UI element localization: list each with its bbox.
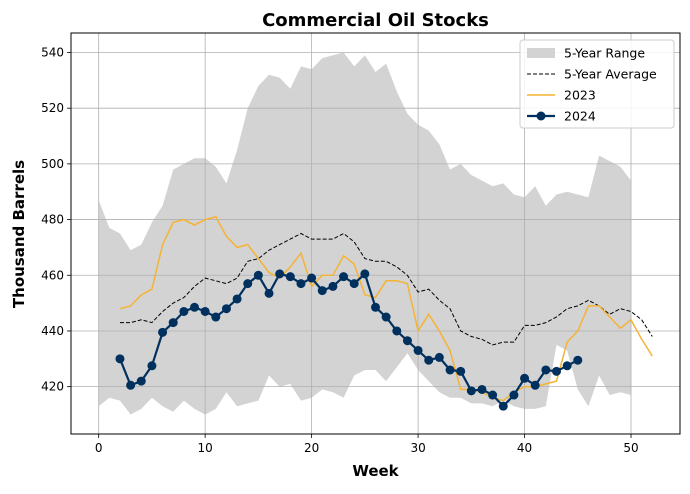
data-point [275, 269, 285, 279]
data-point [360, 269, 370, 279]
data-point [147, 361, 157, 371]
x-axis-label: Week [352, 462, 399, 480]
legend-marker-2024 [536, 111, 546, 121]
data-point [445, 365, 455, 375]
series-layer [115, 215, 653, 411]
grid-layer [71, 33, 680, 434]
x-tick-label: 40 [517, 441, 532, 455]
data-point [136, 376, 146, 386]
legend-box [519, 39, 675, 129]
data-point [541, 365, 551, 375]
data-point [158, 327, 168, 337]
data-point [371, 302, 380, 312]
data-point [126, 380, 136, 390]
data-point [477, 384, 487, 394]
y-axis-label: Thousand Barrels [10, 160, 28, 308]
x-tick-label: 20 [304, 441, 319, 455]
y-tick-label: 420 [41, 380, 64, 394]
x-tick-label: 0 [95, 441, 103, 455]
data-point [179, 306, 189, 316]
y-tick-label: 500 [41, 157, 64, 171]
data-point [413, 345, 423, 355]
data-point [392, 326, 402, 336]
data-point [402, 336, 412, 346]
data-point [243, 279, 253, 289]
y-tick-label: 480 [41, 213, 64, 227]
data-point [168, 318, 178, 328]
x-tick-label: 30 [410, 441, 425, 455]
data-point [488, 390, 498, 400]
range-layer [98, 52, 631, 415]
data-point [328, 281, 338, 291]
data-point [530, 380, 540, 390]
data-point [221, 304, 231, 314]
data-point [232, 294, 242, 304]
data-point [339, 272, 349, 282]
data-point [115, 354, 125, 364]
data-point [551, 366, 561, 376]
data-point [381, 312, 391, 322]
data-point [498, 401, 508, 411]
data-point [520, 373, 530, 383]
legend-swatch-range [527, 48, 555, 58]
data-point [466, 386, 476, 396]
data-point [562, 361, 572, 371]
x-tick-label: 10 [198, 441, 213, 455]
legend-label: 5-Year Average [564, 67, 657, 82]
data-point [200, 306, 210, 316]
series-line-5-year-average [120, 232, 653, 346]
data-point [509, 390, 519, 400]
data-point [253, 270, 263, 280]
x-tick-label: 50 [623, 441, 638, 455]
series-line-2023 [119, 215, 653, 402]
data-point [434, 352, 444, 362]
y-tick-label: 520 [41, 101, 64, 115]
data-point [456, 366, 466, 376]
legend: 5-Year Range 5-Year Average 2023 2024 [519, 39, 675, 129]
data-point [264, 288, 274, 298]
plot-frame [70, 32, 681, 435]
data-point [285, 272, 295, 282]
data-point [296, 279, 306, 289]
y-tick-label: 540 [41, 45, 64, 59]
legend-label: 2024 [564, 109, 596, 124]
data-point [573, 355, 583, 365]
data-point [307, 273, 317, 283]
data-point [349, 279, 359, 289]
legend-label: 5-Year Range [564, 46, 645, 61]
y-tick-label: 440 [41, 324, 64, 338]
legend-label: 2023 [564, 88, 596, 103]
data-point [211, 312, 221, 322]
ticks-layer: 0 10 20 30 40 50 420 440 460 480 500 520 540 [41, 45, 639, 455]
data-point [424, 355, 434, 365]
chart-title: Commercial Oil Stocks [262, 10, 489, 31]
y-tick-label: 460 [41, 268, 64, 282]
data-point [317, 286, 327, 296]
range-band [98, 52, 631, 415]
data-point [190, 302, 200, 312]
